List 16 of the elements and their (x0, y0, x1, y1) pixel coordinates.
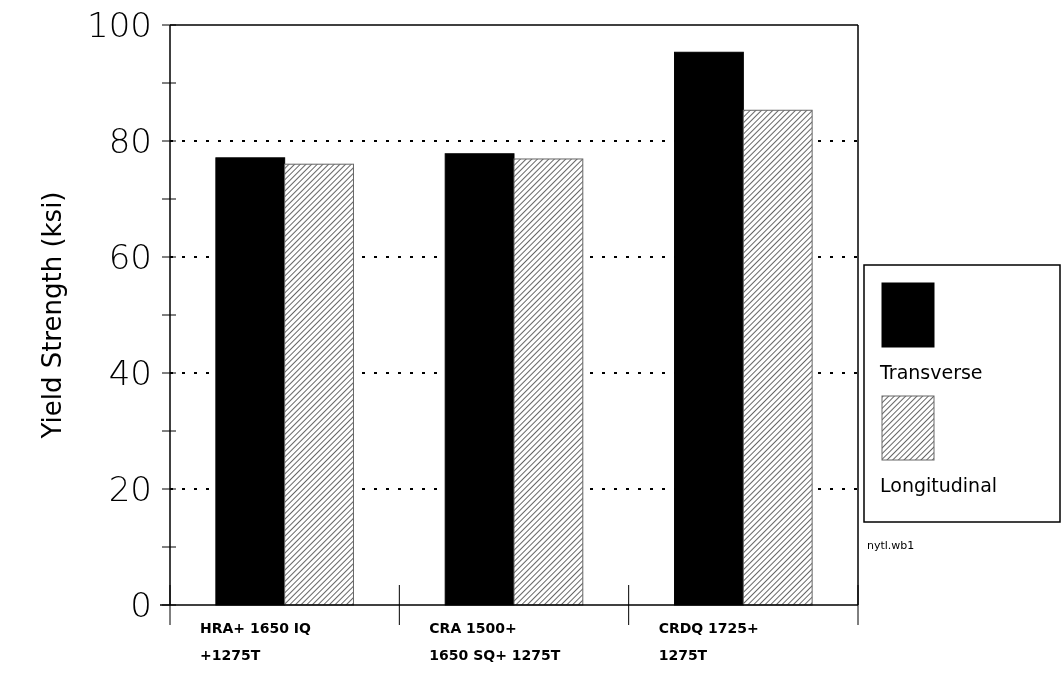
text: Transverse (879, 360, 983, 383)
y-tick-label: 60 (108, 236, 152, 277)
y-tick-label: 40 (108, 352, 152, 393)
bar (742, 109, 813, 606)
y-tick-label: 80 (108, 120, 152, 161)
y-tick-label: 100 (87, 4, 152, 45)
y-tick-label: 0 (130, 584, 152, 625)
y-tick-label: 20 (108, 468, 152, 509)
x-tick-label: HRA+ 1650 IQ +1275T (200, 620, 311, 663)
x-tick-label: CRA 1500+ 1650 SQ+ 1275T (429, 620, 561, 663)
text: nytl.wb1 (867, 539, 915, 552)
y-axis-title: Yield Strength (ksi) (37, 191, 68, 440)
x-tick-label: CRDQ 1725+ 1275T (658, 620, 759, 663)
text: Longitudinal (880, 473, 998, 496)
bar (513, 158, 584, 606)
bar (284, 163, 354, 606)
